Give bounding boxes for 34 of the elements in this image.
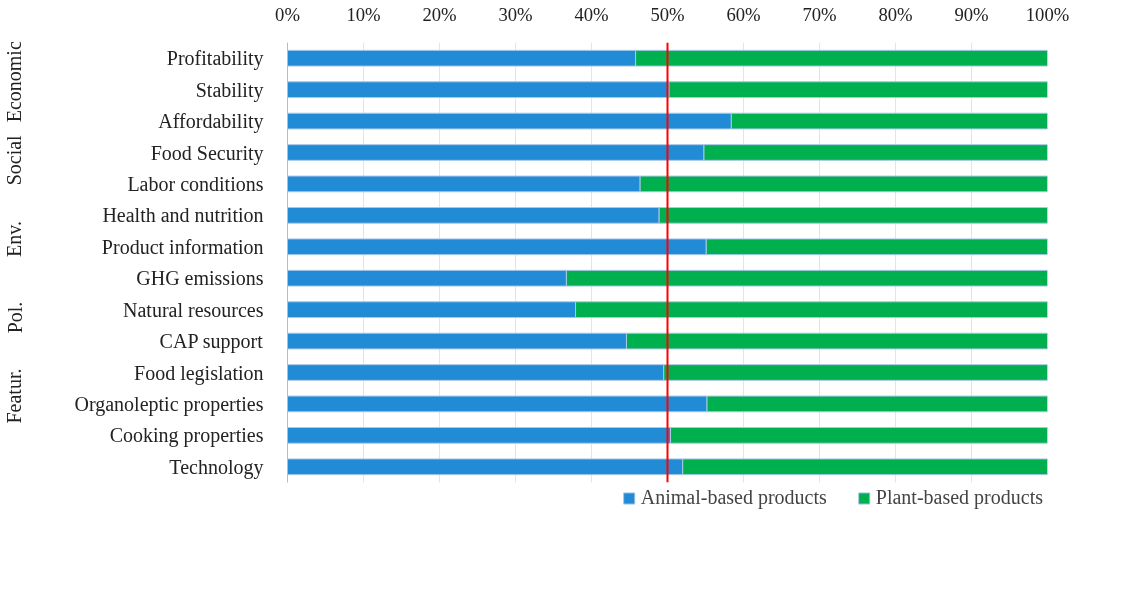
- y-tick-label: Profitability: [166, 47, 264, 71]
- x-tick-label: 0%: [275, 3, 300, 25]
- y-tick-label: GHG emissions: [136, 267, 264, 290]
- text: Social: [3, 134, 26, 186]
- y-tick-label: Labor conditions: [127, 172, 264, 195]
- y-tick-label: Food Security: [150, 141, 264, 165]
- x-tick-label: 40%: [574, 3, 609, 25]
- y-tick-label: Stability: [195, 78, 264, 102]
- y-tick-label: Product information: [101, 235, 264, 258]
- y-tick-label: Affordability: [158, 110, 264, 134]
- text: Pol.: [3, 301, 26, 334]
- y-tick-label: Technology: [169, 455, 264, 479]
- y-tick-label: Cooking properties: [109, 424, 264, 448]
- x-tick-label: 60%: [726, 3, 761, 25]
- y-tick-label: CAP support: [159, 330, 264, 354]
- y-tick-label: Organoleptic properties: [74, 392, 264, 416]
- x-tick-label: 50%: [650, 3, 685, 25]
- y-tick-label: Natural resources: [123, 298, 264, 321]
- x-tick-label: 30%: [498, 3, 533, 25]
- x-tick-label: 10%: [346, 3, 381, 25]
- x-tick-label: 90%: [954, 3, 989, 25]
- text: Featur.: [3, 368, 26, 424]
- x-tick-label: 20%: [422, 3, 457, 25]
- bar: [287, 81, 670, 98]
- x-tick-label: 80%: [878, 3, 913, 25]
- y-tick-label: Health and nutrition: [102, 204, 264, 227]
- y-tick-label: Food legislation: [134, 361, 264, 385]
- bar: [668, 81, 1048, 98]
- legend-label: Plant-based products: [875, 486, 1043, 509]
- x-tick-label: 70%: [802, 3, 837, 25]
- text: Economic: [3, 41, 26, 123]
- text: Env.: [3, 220, 26, 257]
- x-tick-label: 100%: [1025, 3, 1070, 25]
- legend-label: Animal-based products: [640, 486, 827, 509]
